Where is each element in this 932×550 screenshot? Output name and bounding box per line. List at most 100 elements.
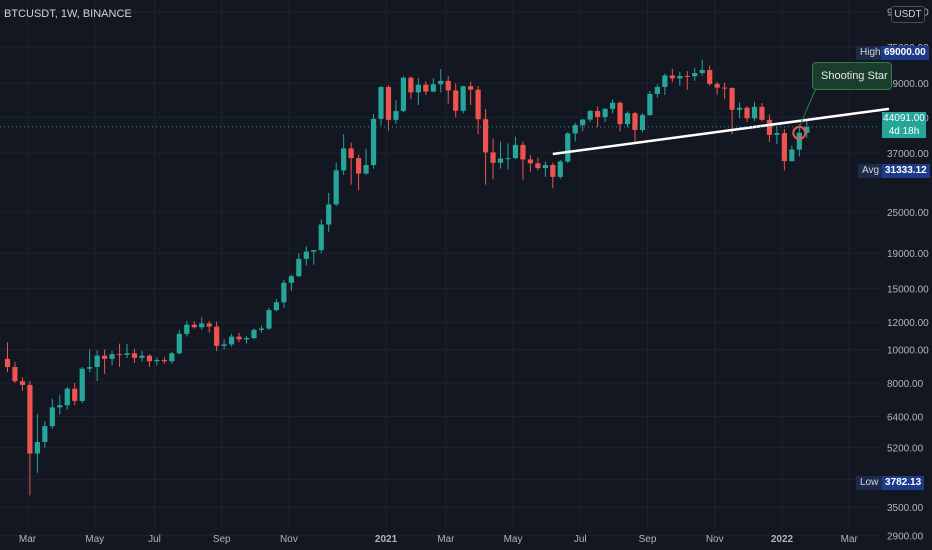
y-tick-label: 59000.00	[887, 79, 929, 90]
candle-body	[221, 344, 227, 346]
candle-body	[662, 75, 668, 88]
candle-body	[684, 75, 690, 77]
marker-circle	[792, 125, 807, 140]
y-tick-label: 12000.00	[887, 318, 929, 329]
y-tick-label: 19000.00	[887, 249, 929, 260]
candle-body	[94, 355, 100, 368]
candle-body	[251, 329, 257, 338]
candle-body	[572, 125, 578, 134]
candle-body	[632, 113, 638, 130]
candle-body	[595, 111, 601, 117]
avg-label: Avg	[858, 164, 884, 178]
candle-body	[774, 133, 780, 135]
candle-body	[587, 111, 593, 120]
candle-body	[370, 118, 377, 166]
x-tick-label: Nov	[706, 534, 724, 545]
candle-body	[804, 126, 810, 133]
candle-body	[692, 73, 698, 77]
x-tick-label: 2022	[771, 534, 794, 545]
candle-body	[677, 75, 683, 79]
candle-body	[161, 359, 167, 362]
candle-body	[363, 165, 369, 174]
candle-body	[490, 152, 496, 163]
x-tick-label: Mar	[841, 534, 859, 545]
candle-body	[42, 426, 48, 442]
candle-body	[722, 87, 728, 89]
candle-body	[669, 75, 675, 79]
y-tick-label: 25000.00	[887, 208, 929, 219]
candle-body	[311, 250, 317, 252]
candle-body	[199, 323, 205, 328]
avg-value-tag: 31333.12	[882, 164, 930, 178]
y-tick-label: 2900.00	[887, 531, 924, 542]
candle-body	[699, 70, 705, 74]
candle-body	[109, 354, 115, 359]
candle-body	[102, 355, 108, 359]
candles-layer	[4, 59, 810, 496]
shooting-star-callout[interactable]: Shooting Star	[812, 62, 892, 90]
bar-countdown: 4d 18h	[888, 126, 920, 137]
candle-body	[139, 355, 145, 358]
candle-body	[400, 77, 407, 112]
x-tick-label: 2021	[375, 534, 398, 545]
candle-body	[580, 119, 586, 126]
y-tick-label: 15000.00	[887, 285, 929, 296]
time-axis: Mar May Jul Sep Nov 2021 Mar May Jul Sep Nov 2022 Ma…	[19, 534, 859, 545]
callout-leader	[798, 87, 817, 128]
candle-body	[206, 323, 212, 327]
candle-body	[602, 108, 608, 117]
candle-body	[266, 310, 272, 329]
candle-body	[408, 77, 414, 93]
candle-body	[759, 106, 765, 120]
shooting-star-marker	[792, 87, 817, 140]
candle-body	[169, 353, 175, 362]
candle-body	[258, 328, 265, 330]
candle-body	[766, 119, 773, 135]
candle-body	[796, 132, 802, 150]
candle-body	[609, 102, 616, 109]
candle-body	[647, 93, 653, 116]
chart-grid	[0, 0, 880, 536]
candle-body	[296, 258, 302, 277]
candle-body	[303, 251, 309, 259]
candle-body	[550, 165, 556, 177]
candle-body	[273, 302, 280, 311]
high-label: High	[856, 46, 885, 60]
candle-body	[542, 165, 548, 169]
candle-body	[729, 88, 735, 110]
candle-body	[146, 355, 153, 362]
candle-body	[714, 83, 720, 88]
candle-body	[87, 367, 93, 369]
candle-body	[512, 144, 519, 159]
candle-body	[460, 86, 466, 111]
candle-body	[27, 384, 33, 454]
candle-body	[505, 158, 511, 160]
candle-body	[72, 388, 78, 401]
candle-body	[214, 326, 220, 346]
candle-body	[176, 333, 182, 354]
candle-body	[639, 115, 646, 130]
y-tick-label: 10000.00	[887, 346, 929, 357]
y-tick-label: 3500.00	[887, 503, 924, 514]
candle-body	[527, 159, 533, 164]
candle-body	[453, 90, 459, 111]
currency-button[interactable]: USDT	[891, 6, 925, 23]
candle-body	[326, 204, 332, 225]
x-tick-label: Mar	[437, 534, 455, 545]
candle-body	[535, 163, 541, 169]
candle-body	[707, 70, 713, 84]
candle-body	[281, 282, 287, 303]
candle-body	[184, 324, 190, 334]
x-tick-label: Nov	[280, 534, 298, 545]
candle-body	[438, 80, 444, 85]
candle-body	[445, 80, 451, 91]
candle-body	[557, 161, 563, 177]
trendline	[552, 107, 890, 156]
y-tick-label: 5200.00	[887, 444, 924, 455]
x-tick-label: Sep	[639, 534, 657, 545]
x-tick-label: Jul	[574, 534, 587, 545]
candle-body	[236, 336, 242, 340]
candle-body	[520, 144, 526, 160]
candle-body	[744, 107, 750, 119]
